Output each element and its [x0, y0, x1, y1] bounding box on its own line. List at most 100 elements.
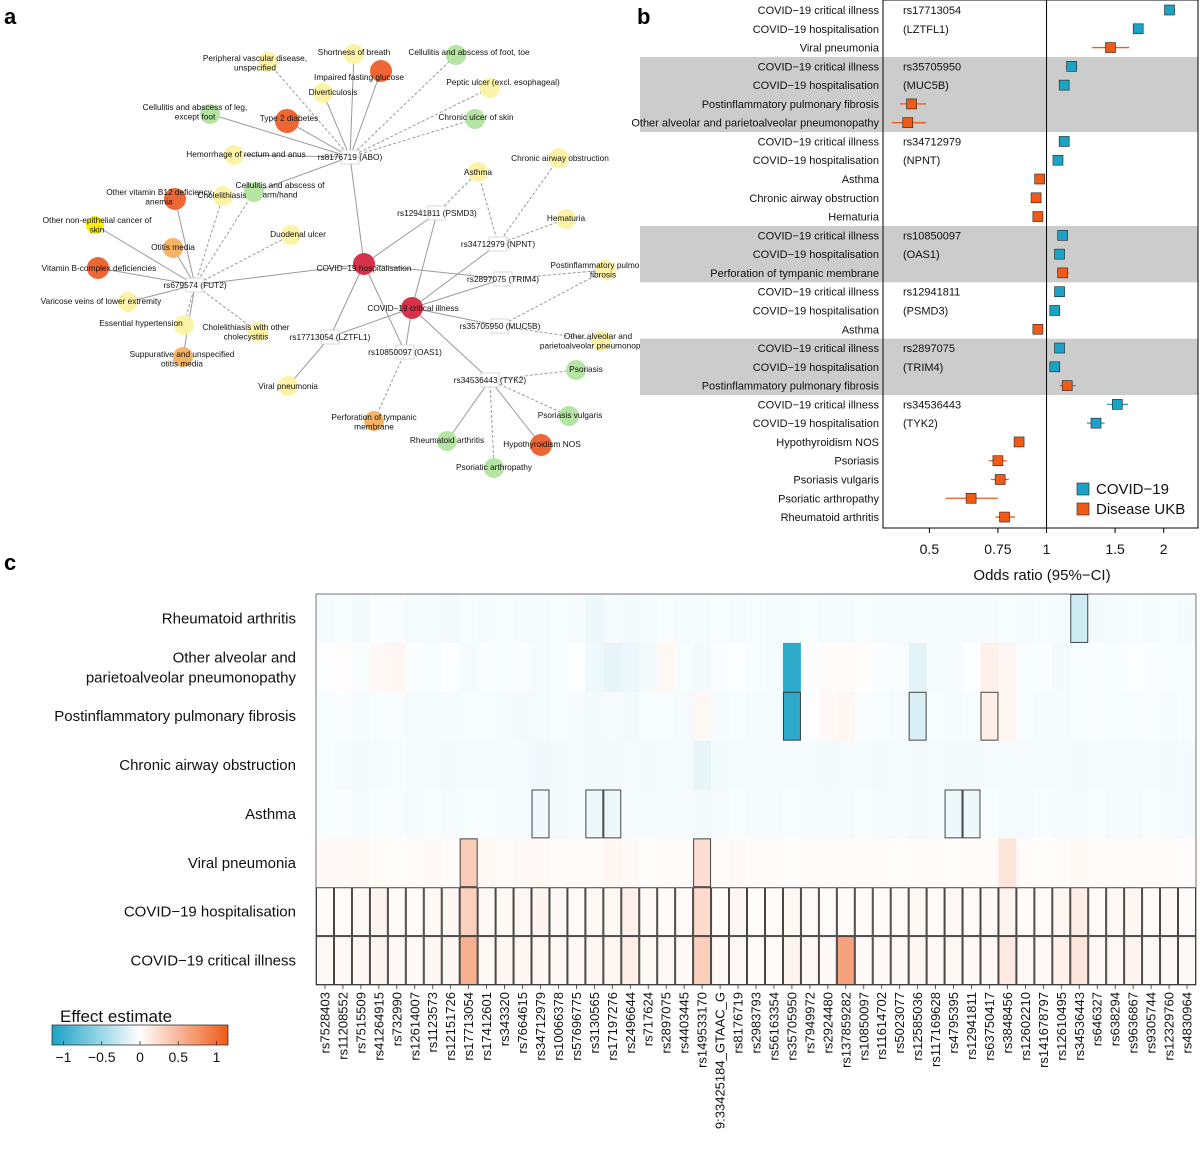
heatmap-cell: [693, 838, 712, 888]
heatmap-significant-outline: [369, 936, 388, 985]
heatmap-significant-outline: [675, 887, 694, 937]
heatmap-cell: [549, 887, 568, 937]
heatmap-column-label: rs10066378: [551, 992, 566, 1061]
disease-node: [591, 331, 611, 351]
heatmap-cell: [459, 642, 478, 693]
heatmap-cell: [531, 789, 550, 839]
heatmap-cell: [926, 936, 945, 986]
heatmap-significant-outline: [549, 936, 568, 985]
heatmap-significant-outline: [513, 887, 532, 937]
heatmap-cell: [711, 936, 730, 986]
forest-row-label: Postinflammatory pulmonary fibrosis: [702, 99, 880, 111]
forest-point: [1013, 436, 1025, 448]
disease-label: Other vitamin B12 deficiency anemia: [106, 187, 212, 207]
network-edge: [97, 267, 196, 286]
heatmap-cell: [729, 740, 748, 790]
heatmap-column-label: rs4403445: [677, 992, 692, 1053]
heatmap-cell: [818, 838, 838, 888]
heatmap-cell: [1178, 838, 1197, 888]
panel-a-letter: a: [4, 4, 17, 29]
heatmap-row-labels: Rheumatoid arthritis Other alveolar and pa…: [54, 610, 296, 969]
network-edge: [489, 369, 577, 381]
heatmap-cell: [1052, 838, 1071, 888]
heatmap-cell: [621, 691, 640, 741]
heatmap-cell: [675, 838, 694, 888]
heatmap-cell: [387, 838, 407, 888]
network-edge: [349, 87, 491, 158]
heatmap-cell: [495, 740, 514, 790]
heatmap-cell: [1034, 642, 1053, 693]
forest-row-label: Hypothyroidism NOS: [776, 437, 879, 449]
forest-point: [1054, 342, 1065, 354]
forest-row-label: COVID−19 hospitalisation: [753, 24, 879, 36]
heatmap-cell: [962, 740, 981, 790]
network-edge: [209, 113, 351, 158]
snp-node: [490, 318, 510, 334]
heatmap-cell: [441, 838, 460, 888]
heatmap-cell: [333, 740, 353, 790]
forest-row-label: COVID−19 hospitalisation: [753, 155, 879, 167]
snp-label: rs2897075 (TRIM4): [467, 274, 539, 284]
heatmap-cell: [782, 594, 802, 644]
network-edge: [497, 218, 567, 245]
heatmap-cell: [872, 642, 891, 693]
heatmap-cell: [908, 691, 927, 741]
heatmap-cell: [351, 789, 371, 839]
heatmap-significant-outline: [729, 936, 747, 985]
disease-node: [446, 45, 466, 65]
heatmap-cell: [621, 740, 640, 790]
forest-point: [992, 455, 1004, 467]
forest-axis: 0.5 0.75 1 1.5 2 Odds ratio (95%−CI): [882, 0, 1199, 584]
heatmap-significant-outline: [351, 936, 370, 985]
heatmap-cell: [1160, 887, 1179, 937]
heatmap-significant-outline: [818, 887, 837, 937]
heatmap-cell: [944, 740, 963, 790]
forest-snp-label: rs10850097: [903, 230, 961, 242]
heatmap-cell: [567, 789, 586, 839]
forest-point: [1057, 230, 1068, 241]
heatmap-cell: [854, 936, 874, 986]
disease-label: COVID–19 critical illness: [367, 303, 458, 313]
heatmap-cell: [1016, 838, 1035, 888]
heatmap-column-label: rs12585036: [910, 992, 925, 1061]
heatmap-cell: [1052, 887, 1071, 937]
heatmap-significant-outline: [1034, 887, 1053, 937]
network-edge: [127, 284, 196, 303]
heatmap-cell: [675, 789, 694, 839]
heatmap-cell: [1106, 740, 1125, 790]
forest-point: [1049, 305, 1061, 316]
heatmap-column-label: rs17713054: [461, 992, 476, 1061]
panel-b-letter: b: [637, 4, 650, 29]
heatmap-cell: [980, 789, 999, 839]
disease-label: Other non-epithelial cancer of skin: [43, 215, 153, 235]
effect-legend-tick-label: 0.5: [169, 1049, 189, 1065]
heatmap-cell: [441, 642, 460, 693]
heatmap-cell: [513, 838, 532, 888]
disease-label: Cellulitis and abscess of foot, toe: [408, 47, 530, 57]
forest-shaded-band-label: [640, 338, 883, 395]
heatmap-significant-outline: [1016, 936, 1035, 985]
heatmap-cell: [567, 936, 586, 986]
heatmap-cell: [926, 887, 945, 937]
heatmap-significant-outline: [962, 887, 981, 937]
heatmap-cell: [477, 642, 496, 693]
heatmap-cell: [1088, 642, 1107, 693]
disease-node: [174, 315, 194, 335]
heatmap-significant-outline: [351, 887, 370, 937]
heatmap-cell: [423, 642, 443, 693]
network-edge: [489, 379, 542, 446]
disease-label: Psoriasis vulgaris: [538, 410, 603, 420]
heatmap-cell: [782, 691, 802, 741]
heatmap-cell: [387, 789, 407, 839]
heatmap-cell: [836, 887, 856, 937]
heatmap-cell: [1052, 740, 1071, 790]
heatmap-cell: [1142, 740, 1161, 790]
heatmap-column-label: rs12602210: [1018, 992, 1033, 1061]
disease-node: [213, 186, 233, 206]
heatmap-cell: [316, 936, 335, 986]
heatmap-column-label: rs12610495: [1054, 992, 1069, 1061]
heatmap-cell: [729, 691, 748, 741]
heatmap-significant-outline: [962, 936, 981, 985]
heatmap-cell: [423, 740, 443, 790]
heatmap-column-label: rs7664615: [515, 992, 530, 1053]
